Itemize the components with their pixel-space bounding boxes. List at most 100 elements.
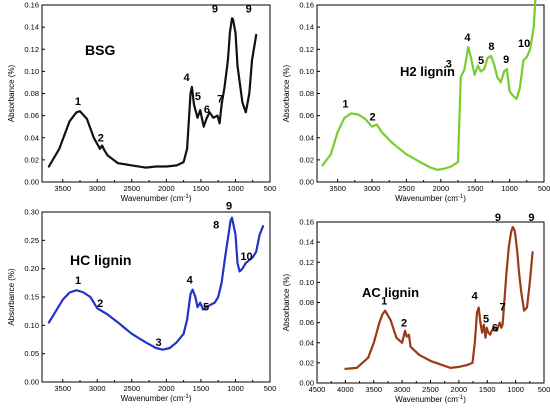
y-axis-label: Absorbance (%) [282, 273, 291, 331]
peak-label: 2 [98, 132, 104, 144]
x-tick-label: 3500 [329, 184, 346, 193]
peak-label: 8 [213, 220, 219, 232]
peak-label: 7 [499, 302, 505, 314]
y-tick-label: 0.04 [299, 338, 314, 347]
x-axis-label: Wavenumber (cm-1) [395, 194, 466, 203]
x-axis-label: Wavenumber (cm-1) [121, 194, 192, 203]
panel-title: AC lignin [362, 285, 419, 300]
x-tick-label: 3000 [89, 384, 106, 393]
y-tick-label: 0.08 [299, 89, 314, 98]
x-tick-label: 2500 [123, 384, 140, 393]
x-tick-label: 500 [264, 384, 277, 393]
peak-label: 9 [212, 3, 218, 15]
peak-label: 8 [488, 41, 494, 53]
x-tick-label: 1500 [193, 384, 210, 393]
y-tick-label: 0.08 [299, 298, 314, 307]
y-tick-label: 0.02 [24, 155, 39, 164]
peak-label: 2 [369, 111, 375, 123]
y-tick-label: 0.02 [299, 358, 314, 367]
peak-label: 6 [204, 104, 210, 116]
peak-label: 1 [342, 98, 348, 110]
peak-label: 5 [478, 55, 484, 67]
x-tick-label: 3000 [89, 184, 106, 193]
peak-label: 1 [75, 96, 81, 108]
peak-label: 5 [483, 314, 489, 326]
x-tick-label: 500 [538, 385, 550, 394]
x-tick-label: 2500 [123, 184, 140, 193]
x-tick-label: 1500 [479, 385, 496, 394]
peak-label: 9 [495, 212, 501, 224]
peak-label: 10 [518, 38, 530, 50]
x-tick-label: 1500 [193, 184, 210, 193]
y-tick-label: 0.12 [299, 45, 314, 54]
x-tick-label: 500 [538, 184, 550, 193]
peak-label: 4 [464, 32, 471, 44]
peak-label: 1 [381, 296, 387, 308]
x-tick-label: 2000 [451, 385, 468, 394]
x-tick-label: 3500 [54, 184, 71, 193]
peak-label: 4 [187, 275, 194, 287]
peak-label: 9 [226, 201, 232, 213]
spectrum-line [47, 17, 258, 169]
x-tick-label: 3000 [364, 184, 381, 193]
x-tick-label: 4500 [309, 385, 326, 394]
y-tick-label: 0.00 [24, 178, 39, 187]
panel-title: BSG [85, 42, 115, 58]
y-axis-label: Absorbance (%) [7, 64, 16, 122]
y-tick-label: 0.16 [299, 218, 314, 227]
peak-label: 3 [446, 59, 452, 71]
peak-label: 1 [75, 275, 81, 287]
peak-label: 10 [240, 251, 252, 263]
y-tick-label: 0.04 [24, 133, 39, 142]
y-tick-label: 0.14 [299, 23, 314, 32]
panel-4: 4500 4000 3500 3000 2500 2000 1500 1000 500 0.00 0… [282, 212, 550, 404]
peak-label: 6 [492, 323, 498, 335]
y-tick-label: 0.08 [24, 89, 39, 98]
x-tick-label: 3000 [394, 385, 411, 394]
y-tick-label: 0.20 [24, 264, 39, 273]
y-tick-label: 0.14 [299, 238, 314, 247]
y-tick-label: 0.12 [24, 45, 39, 54]
y-tick-label: 0.10 [24, 321, 39, 330]
x-tick-label: 1000 [227, 384, 244, 393]
y-tick-label: 0.06 [299, 318, 314, 327]
spectrum-line [47, 216, 265, 351]
y-tick-label: 0.12 [299, 258, 314, 267]
peak-label: 7 [217, 94, 223, 106]
peak-label: 9 [246, 3, 252, 15]
y-tick-label: 0.10 [299, 67, 314, 76]
x-tick-label: 3500 [365, 385, 382, 394]
panel-1: 3500 3000 2500 2000 1500 1000 500 0.00 0.02 0.04 0… [7, 1, 276, 204]
peak-label: 2 [97, 298, 103, 310]
y-axis-label: Absorbance (%) [282, 64, 291, 122]
spectrum-line [321, 0, 537, 171]
x-tick-label: 1000 [501, 184, 518, 193]
x-tick-label: 2000 [158, 184, 175, 193]
peak-label: 9 [503, 54, 509, 66]
x-tick-label: 4000 [337, 385, 354, 394]
peak-label: 2 [401, 318, 407, 330]
x-axis-label: Wavenumber (cm-1) [121, 394, 192, 403]
x-axis-label: Wavenumber (cm-1) [395, 395, 466, 404]
y-tick-label: 0.06 [299, 111, 314, 120]
peak-label: 5 [203, 301, 209, 313]
y-tick-label: 0.06 [24, 111, 39, 120]
y-tick-label: 0.10 [24, 67, 39, 76]
y-tick-label: 0.00 [299, 379, 314, 388]
peak-label: 5 [195, 91, 201, 103]
y-tick-label: 0.16 [299, 1, 314, 10]
x-tick-label: 2000 [432, 184, 449, 193]
x-tick-label: 2500 [398, 184, 415, 193]
x-tick-label: 2500 [422, 385, 439, 394]
peak-label: 4 [472, 291, 479, 303]
panel-title: HC lignin [70, 252, 131, 268]
y-tick-label: 0.30 [24, 208, 39, 217]
y-tick-label: 0.05 [24, 349, 39, 358]
peak-label: 3 [155, 337, 161, 349]
y-tick-label: 0.14 [24, 23, 39, 32]
y-tick-label: 0.00 [24, 378, 39, 387]
y-tick-label: 0.00 [299, 178, 314, 187]
panel-2: 3500 3000 2500 2000 1500 1000 500 0.00 0.02 0.04 0… [282, 0, 550, 203]
